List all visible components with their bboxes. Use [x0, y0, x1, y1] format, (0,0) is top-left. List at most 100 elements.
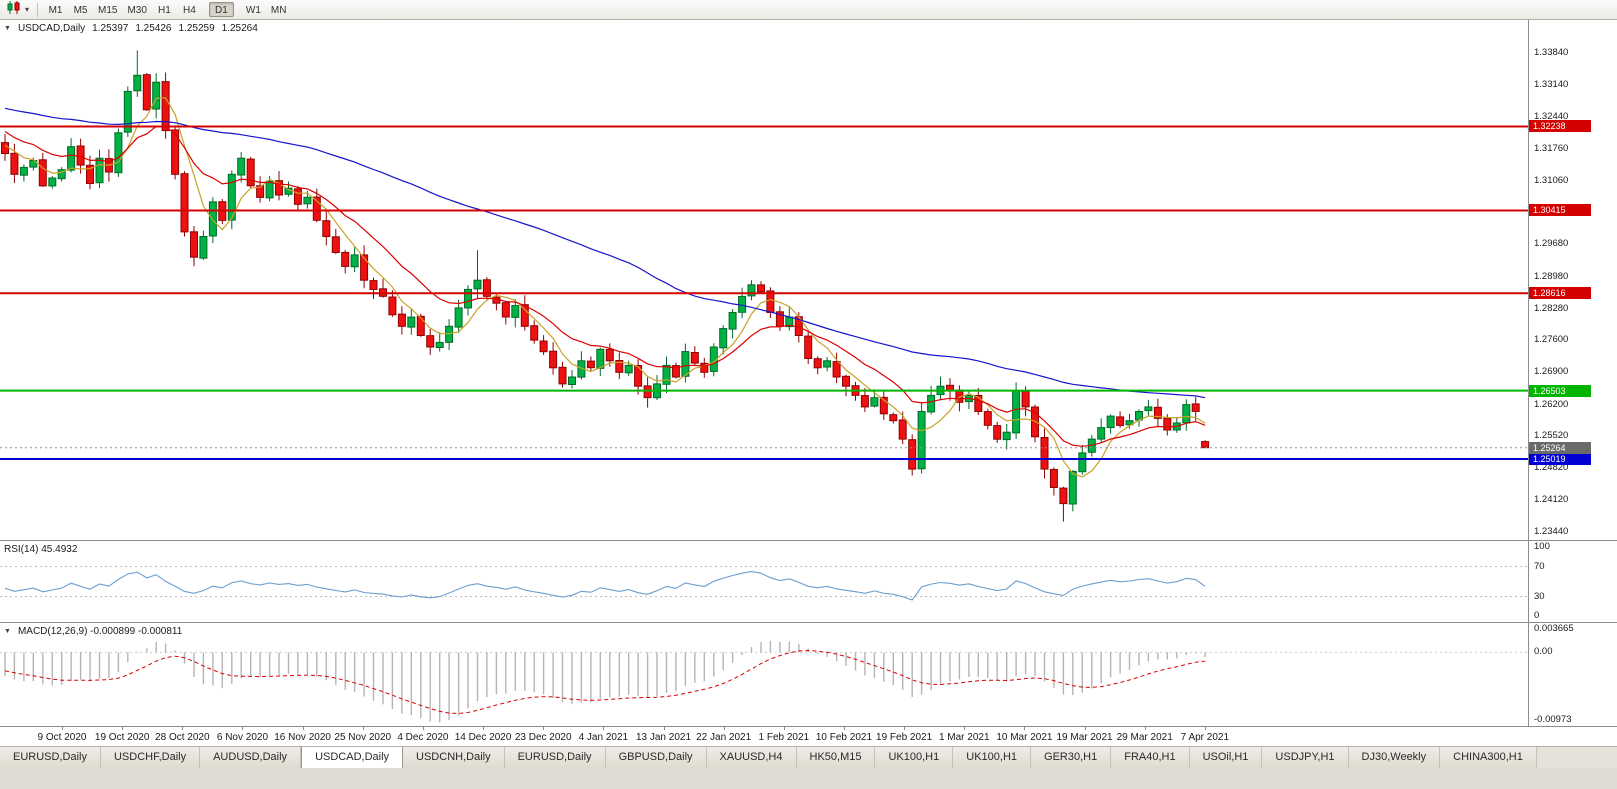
time-tick: [483, 727, 485, 730]
symbol-tab-2-audusd-daily[interactable]: AUDUSD,Daily: [200, 747, 302, 768]
macd-label: MACD(12,26,9) -0.000899 -0.000811: [17, 626, 183, 637]
symbol-tab-15-dj30-weekly[interactable]: DJ30,Weekly: [1348, 747, 1441, 768]
time-tick: [1144, 727, 1146, 730]
pane-splitter[interactable]: [0, 540, 1617, 541]
collapse-icon[interactable]: ▼: [4, 25, 11, 32]
status-bar: [0, 768, 1617, 789]
symbol-tab-5-eurusd-daily[interactable]: EURUSD,Daily: [504, 747, 606, 768]
price-axis-label: 1.25520: [1534, 429, 1569, 441]
symbol-tab-8-hk50-m15[interactable]: HK50,M15: [796, 747, 876, 768]
symbol-tab-13-usoil-h1[interactable]: USOil,H1: [1189, 747, 1263, 768]
date-label: 23 Dec 2020: [514, 732, 572, 743]
date-label: 25 Nov 2020: [334, 732, 392, 743]
symbol-tab-16-china300-h1[interactable]: CHINA300,H1: [1440, 747, 1537, 768]
time-tick: [242, 727, 244, 730]
timeframe-button-m1[interactable]: M1: [48, 5, 63, 16]
ohlc-open-value: 1.25397: [92, 23, 129, 34]
chart-header: ▼ USDCAD,Daily 1.25397 1.25426 1.25259 1…: [4, 23, 258, 34]
symbol-tab-10-uk100-h1[interactable]: UK100,H1: [953, 747, 1032, 768]
price-axis-label: 1.29680: [1534, 238, 1569, 250]
timeframe-button-m5[interactable]: M5: [73, 5, 88, 16]
ohlc-high-value: 1.25426: [135, 23, 172, 34]
date-label: 13 Jan 2021: [635, 732, 692, 743]
date-label: 1 Feb 2021: [758, 732, 810, 743]
main-chart-pane: ▼ USDCAD,Daily 1.25397 1.25426 1.25259 1…: [0, 20, 1617, 540]
symbol-tab-12-fra40-h1[interactable]: FRA40,H1: [1111, 747, 1190, 768]
toolbar-separator: [37, 2, 39, 17]
date-label: 9 Oct 2020: [37, 732, 87, 743]
date-label: 1 Mar 2021: [938, 732, 990, 743]
date-label: 4 Dec 2020: [397, 732, 449, 743]
symbol-tab-6-gbpusd-daily[interactable]: GBPUSD,Daily: [605, 747, 707, 768]
ohlc-low-value: 1.25259: [178, 23, 215, 34]
symbol-tab-7-xauusd-h4[interactable]: XAUUSD,H4: [706, 747, 797, 768]
rsi-axis[interactable]: 100 70 30 0: [1528, 541, 1617, 622]
time-tick: [62, 727, 63, 730]
time-tick: [843, 727, 845, 730]
charts-toolbar-icon[interactable]: [7, 0, 22, 19]
macd-chart-canvas[interactable]: [0, 623, 1528, 726]
symbol-tab-4-usdcnh-daily[interactable]: USDCNH,Daily: [403, 747, 505, 768]
time-axis[interactable]: 9 Oct 2020 19 Oct 2020 28 Oct 2020 6 Nov 20…: [0, 726, 1617, 746]
date-label: 22 Jan 2021: [696, 732, 752, 743]
top-toolbar: ▾ M1 M5 M15 M30 H1 H4 D1 W1 MN: [0, 0, 1617, 20]
timeframe-button-w1[interactable]: W1: [245, 5, 261, 16]
price-axis-label: 1.26900: [1534, 366, 1569, 378]
date-label: 4 Jan 2021: [578, 732, 629, 743]
macd-axis-label: 0.00: [1534, 646, 1553, 658]
macd-pane: ▼ MACD(12,26,9) -0.000899 -0.000811 0.00…: [0, 623, 1617, 726]
symbol-tab-0-eurusd-daily[interactable]: EURUSD,Daily: [0, 747, 101, 768]
time-tick: [362, 727, 364, 730]
price-axis-label: 1.31760: [1534, 142, 1569, 154]
symbol-period-label: USDCAD,Daily: [17, 23, 86, 34]
date-label: 10 Feb 2021: [815, 732, 873, 743]
price-axis-label: 1.26200: [1534, 398, 1569, 410]
timeframe-button-h4[interactable]: H4: [183, 5, 196, 16]
symbol-tab-14-usdjpy-h1[interactable]: USDJPY,H1: [1262, 747, 1349, 768]
rsi-pane: RSI(14) 45.4932 100 70 30 0: [0, 541, 1617, 622]
timeframe-button-h1[interactable]: H1: [158, 5, 171, 16]
time-tick: [302, 727, 304, 730]
price-axis-label: 1.27600: [1534, 334, 1569, 346]
timeframe-button-m30[interactable]: M30: [127, 5, 147, 16]
pane-splitter[interactable]: [0, 622, 1617, 623]
macd-header: ▼ MACD(12,26,9) -0.000899 -0.000811: [4, 626, 182, 637]
charts-tool-group: ▾: [4, 0, 32, 19]
date-label: 14 Dec 2020: [454, 732, 512, 743]
timeframe-button-mn[interactable]: MN: [270, 5, 287, 16]
price-tag: 1.32238: [1529, 120, 1591, 133]
symbol-tab-9-uk100-h1[interactable]: UK100,H1: [875, 747, 954, 768]
indicator-caret-icon[interactable]: ▼: [4, 628, 11, 635]
date-label: 28 Oct 2020: [155, 732, 210, 743]
rsi-axis-label: 70: [1534, 560, 1545, 572]
charts-dropdown-caret-icon[interactable]: ▾: [25, 4, 30, 14]
date-label: 6 Nov 2020: [216, 732, 269, 743]
time-tick: [663, 727, 665, 730]
price-tag: 1.25264: [1529, 441, 1591, 454]
price-tag: 1.30415: [1529, 204, 1591, 217]
ohlc-close-value: 1.25264: [221, 23, 258, 34]
time-tick: [122, 727, 124, 730]
date-label: 19 Oct 2020: [94, 732, 150, 743]
time-tick: [603, 727, 605, 730]
price-axis-label: 1.31060: [1534, 174, 1569, 186]
date-label: 19 Mar 2021: [1056, 732, 1113, 743]
date-label: 16 Nov 2020: [274, 732, 331, 743]
price-tag: 1.26503: [1529, 384, 1591, 397]
price-chart-canvas[interactable]: [0, 20, 1528, 540]
rsi-chart-canvas[interactable]: [0, 541, 1528, 622]
time-tick: [182, 727, 184, 730]
rsi-axis-label: 100: [1534, 541, 1550, 552]
price-axis[interactable]: 1.338401.331401.324401.317601.310601.303…: [1528, 20, 1617, 540]
timeframe-button-d1[interactable]: D1: [208, 2, 234, 17]
rsi-axis-label: 0: [1534, 610, 1540, 621]
symbol-tab-3-usdcad-daily[interactable]: USDCAD,Daily: [301, 747, 404, 768]
macd-axis[interactable]: 0.003665 0.00 -0.00973: [1528, 623, 1617, 726]
time-tick: [783, 727, 785, 730]
symbol-tab-1-usdchf-daily[interactable]: USDCHF,Daily: [100, 747, 201, 768]
price-axis-label: 1.32440: [1534, 111, 1569, 123]
macd-axis-label: 0.003665: [1534, 623, 1574, 634]
symbol-tab-11-ger30-h1[interactable]: GER30,H1: [1031, 747, 1112, 768]
date-label: 7 Apr 2021: [1180, 732, 1230, 743]
timeframe-button-m15[interactable]: M15: [98, 5, 118, 16]
